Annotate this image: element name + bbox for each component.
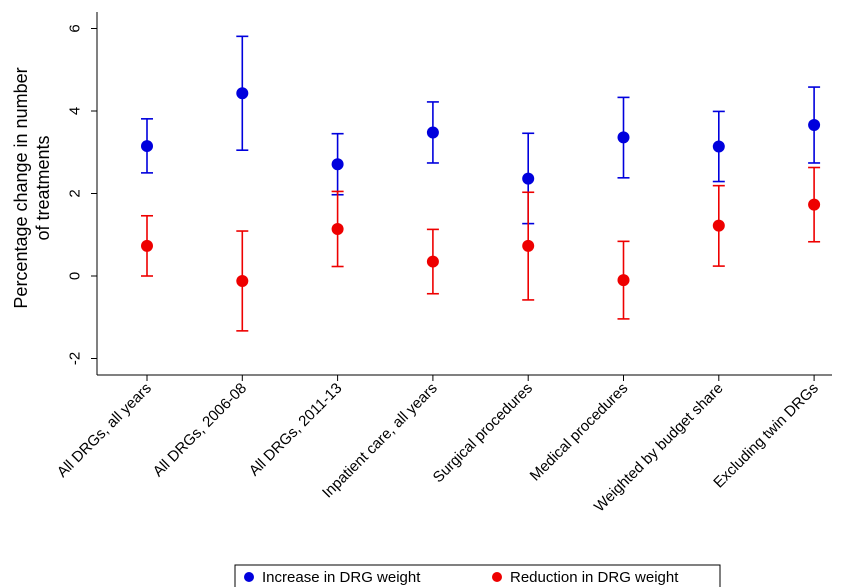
data-point bbox=[141, 239, 153, 252]
legend-label: Increase in DRG weight bbox=[262, 569, 421, 586]
data-point bbox=[331, 158, 344, 171]
y-axis-title-line-1: Percentage change in number bbox=[11, 67, 31, 308]
y-tick-label: 0 bbox=[67, 272, 84, 280]
legend-marker bbox=[492, 572, 502, 582]
data-point bbox=[522, 239, 535, 252]
chart-marks bbox=[141, 35, 821, 332]
legend: Increase in DRG weight Reduction in DRG w… bbox=[234, 564, 721, 587]
data-point bbox=[236, 274, 249, 287]
y-tick-label: 4 bbox=[67, 107, 84, 115]
x-category-label: All DRGs, all years bbox=[54, 380, 155, 481]
data-point bbox=[236, 87, 249, 100]
series-increase bbox=[141, 35, 821, 225]
y-tick-label: 6 bbox=[67, 24, 84, 32]
data-point bbox=[617, 274, 630, 287]
data-point bbox=[141, 140, 153, 153]
x-category-label: All DRGs, 2011-13 bbox=[246, 380, 346, 480]
data-point bbox=[712, 219, 725, 232]
y-axis-title: Percentage change in number of treatment… bbox=[11, 67, 53, 308]
data-point bbox=[808, 198, 821, 211]
legend-label: Reduction in DRG weight bbox=[510, 569, 679, 586]
data-point bbox=[617, 131, 630, 144]
x-category-label: Surgical procedures bbox=[430, 380, 536, 486]
data-point bbox=[712, 140, 725, 153]
legend-marker bbox=[244, 572, 254, 582]
x-category-label: Excluding twin DRGs bbox=[710, 380, 822, 492]
data-point bbox=[331, 222, 344, 235]
data-point bbox=[522, 172, 535, 185]
x-category-label: Medical procedures bbox=[527, 380, 632, 485]
y-ticks: -2 0 2 4 6 bbox=[67, 24, 97, 365]
data-point bbox=[426, 255, 439, 268]
y-tick-label: 2 bbox=[67, 189, 84, 197]
legend-box bbox=[234, 564, 721, 587]
x-category-label: All DRGs, 2006-08 bbox=[150, 380, 250, 480]
y-tick-label: -2 bbox=[67, 352, 84, 365]
series-reduction bbox=[141, 166, 821, 332]
data-point bbox=[426, 126, 439, 139]
data-point bbox=[808, 119, 821, 132]
y-axis-title-line-2: of treatments bbox=[33, 135, 53, 240]
